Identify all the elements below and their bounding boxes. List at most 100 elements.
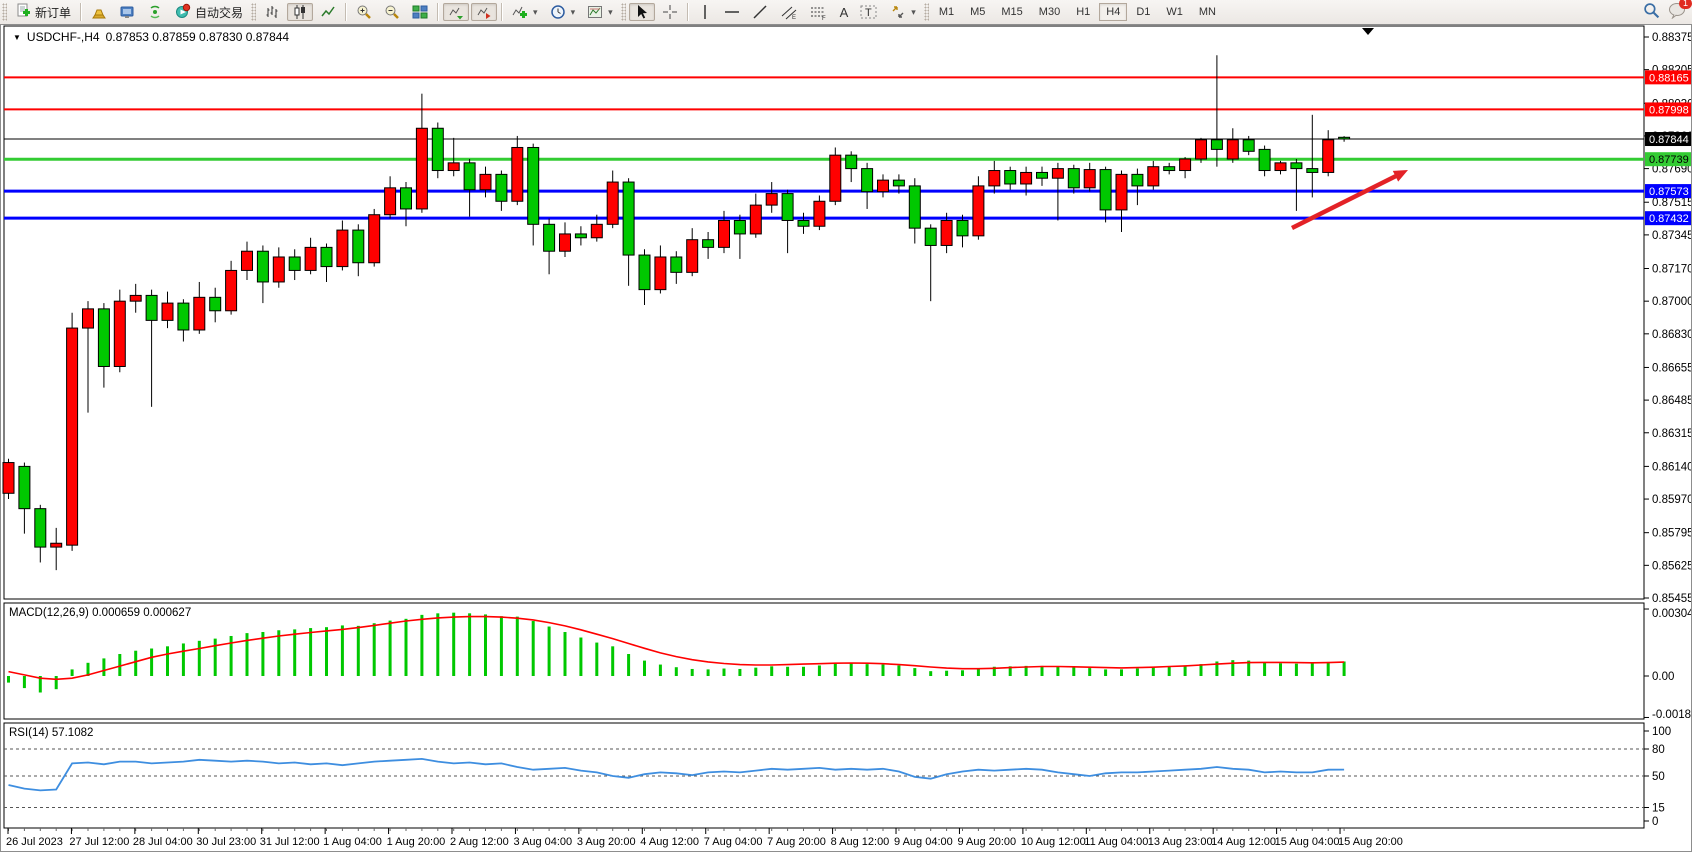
zoom-in-button[interactable] (351, 3, 377, 21)
cursor-tool-button[interactable] (628, 3, 655, 21)
bar-chart-button[interactable] (259, 3, 285, 21)
macd-histogram-bar (674, 667, 678, 676)
time-axis-label: 2 Aug 12:00 (450, 836, 509, 848)
candle-body (527, 146, 540, 225)
time-axis-label: 15 Aug 04:00 (1275, 836, 1340, 848)
line-chart-button[interactable] (315, 3, 341, 21)
candle-body (813, 200, 826, 227)
candle-body (733, 219, 746, 235)
chart-menu-arrow-icon[interactable]: ▼ (13, 32, 21, 42)
new-order-button[interactable]: 新订单 (10, 3, 76, 21)
toolbar-drag-handle[interactable] (2, 3, 7, 21)
candle-body (559, 233, 571, 252)
macd-histogram-bar (786, 666, 790, 676)
candle-body (1274, 162, 1287, 172)
crosshair-tool-button[interactable] (657, 3, 683, 21)
candle-body (988, 170, 1001, 187)
macd-histogram-bar (515, 616, 519, 676)
chart-shift-button[interactable] (471, 3, 498, 21)
gold-icon (92, 9, 106, 19)
price-badge-label: 0.87739 (1649, 154, 1689, 166)
macd-histogram-bar (706, 669, 710, 676)
toolbar-drag-handle[interactable] (251, 3, 257, 21)
macd-histogram-bar (595, 642, 599, 676)
macd-histogram-bar (1135, 668, 1139, 676)
rsi-axis-tick-label: 50 (1652, 771, 1665, 783)
timeframe-button-h1[interactable]: H1 (1076, 6, 1091, 18)
macd-histogram-bar (372, 623, 376, 676)
periods-button[interactable]: ▾ (545, 3, 581, 21)
macd-histogram-bar (754, 667, 758, 676)
timeframe-button-d1[interactable]: D1 (1136, 6, 1151, 18)
candle-body (1067, 168, 1080, 189)
horizontal-line-tool-button[interactable] (719, 3, 745, 21)
candle-body (829, 154, 842, 202)
price-axis-tick-label: 0.85970 (1652, 494, 1691, 506)
trend-arrow-annotation[interactable] (1290, 172, 1401, 231)
gold-button[interactable] (86, 3, 112, 21)
candle-body (574, 233, 587, 239)
tile-windows-button[interactable] (407, 3, 433, 21)
candle-body (1147, 166, 1160, 187)
timeframe-button-m30[interactable]: M30 (1038, 6, 1061, 18)
arrows-tool-button[interactable]: ▾ (885, 3, 921, 21)
templates-button[interactable]: ▾ (582, 3, 618, 21)
macd-histogram-bar (261, 632, 265, 676)
text-label-tool-button[interactable]: T (855, 3, 883, 21)
candle-body (543, 223, 556, 252)
candle-body (511, 146, 524, 202)
macd-histogram-bar (436, 613, 440, 676)
trendline-tool-button[interactable] (747, 3, 773, 21)
toolbar-separator (345, 3, 348, 21)
fibonacci-tool-button[interactable]: F (805, 3, 833, 21)
auto-trading-icon (175, 3, 191, 22)
macd-signal-line (8, 615, 1345, 681)
text-tool-button[interactable]: A (835, 3, 854, 21)
price-badge-0.87573 (1645, 184, 1691, 199)
toolbar-drag-handle[interactable] (620, 3, 626, 21)
macd-histogram-bar (563, 632, 567, 676)
macd-histogram-bar (1104, 669, 1108, 676)
indicators-button[interactable]: ▾ (507, 3, 543, 21)
macd-histogram-bar (1326, 661, 1330, 676)
candle-body (638, 254, 651, 291)
auto-trading-button[interactable]: 自动交易 (170, 3, 248, 21)
timeframe-button-w1[interactable]: W1 (1166, 6, 1183, 18)
macd-histogram-bar (802, 666, 805, 676)
macd-histogram-bar (245, 633, 249, 676)
candle-body (1163, 166, 1176, 172)
zoom-out-button[interactable] (379, 3, 405, 21)
timeframe-button-m5[interactable]: M5 (970, 6, 986, 18)
signals-button[interactable] (142, 3, 168, 21)
rsi-line (8, 757, 1345, 792)
candle-body (845, 154, 858, 170)
macd-histogram-bar (356, 625, 360, 676)
timeframe-button-mn[interactable]: MN (1198, 6, 1216, 18)
candle-body (590, 223, 603, 239)
text-label-icon: T (860, 5, 877, 19)
timeframe-button-m15[interactable]: M15 (1001, 6, 1023, 18)
channel-tool-button[interactable]: E (775, 3, 803, 21)
macd-histogram-bar (547, 626, 551, 676)
macd-histogram-bar (22, 676, 26, 689)
toolbar-drag-handle[interactable] (923, 3, 929, 21)
price-axis-tick-label: 0.85795 (1652, 528, 1691, 540)
auto-trading-label: 自动交易 (195, 5, 244, 20)
auto-scroll-button[interactable] (443, 3, 470, 21)
vertical-line-tool-button[interactable] (693, 3, 717, 21)
time-axis-label: 7 Aug 04:00 (704, 836, 763, 848)
search-icon[interactable] (1643, 2, 1660, 22)
svg-text:T: T (865, 7, 872, 19)
candle-body (718, 219, 730, 248)
macd-histogram-bar (340, 625, 344, 676)
candle-body (892, 179, 905, 187)
macd-histogram-bar (1342, 661, 1346, 676)
chart-shift-marker-icon[interactable] (1362, 28, 1374, 35)
notifications-button[interactable]: 1 (1668, 0, 1692, 22)
terminal-button[interactable] (114, 3, 140, 21)
candle-body (50, 542, 63, 548)
macd-histogram-bar (770, 666, 774, 676)
timeframe-button-m1[interactable]: M1 (938, 6, 955, 18)
candlestick-chart-button[interactable] (287, 3, 314, 21)
timeframe-button-h4[interactable]: H4 (1099, 3, 1128, 21)
